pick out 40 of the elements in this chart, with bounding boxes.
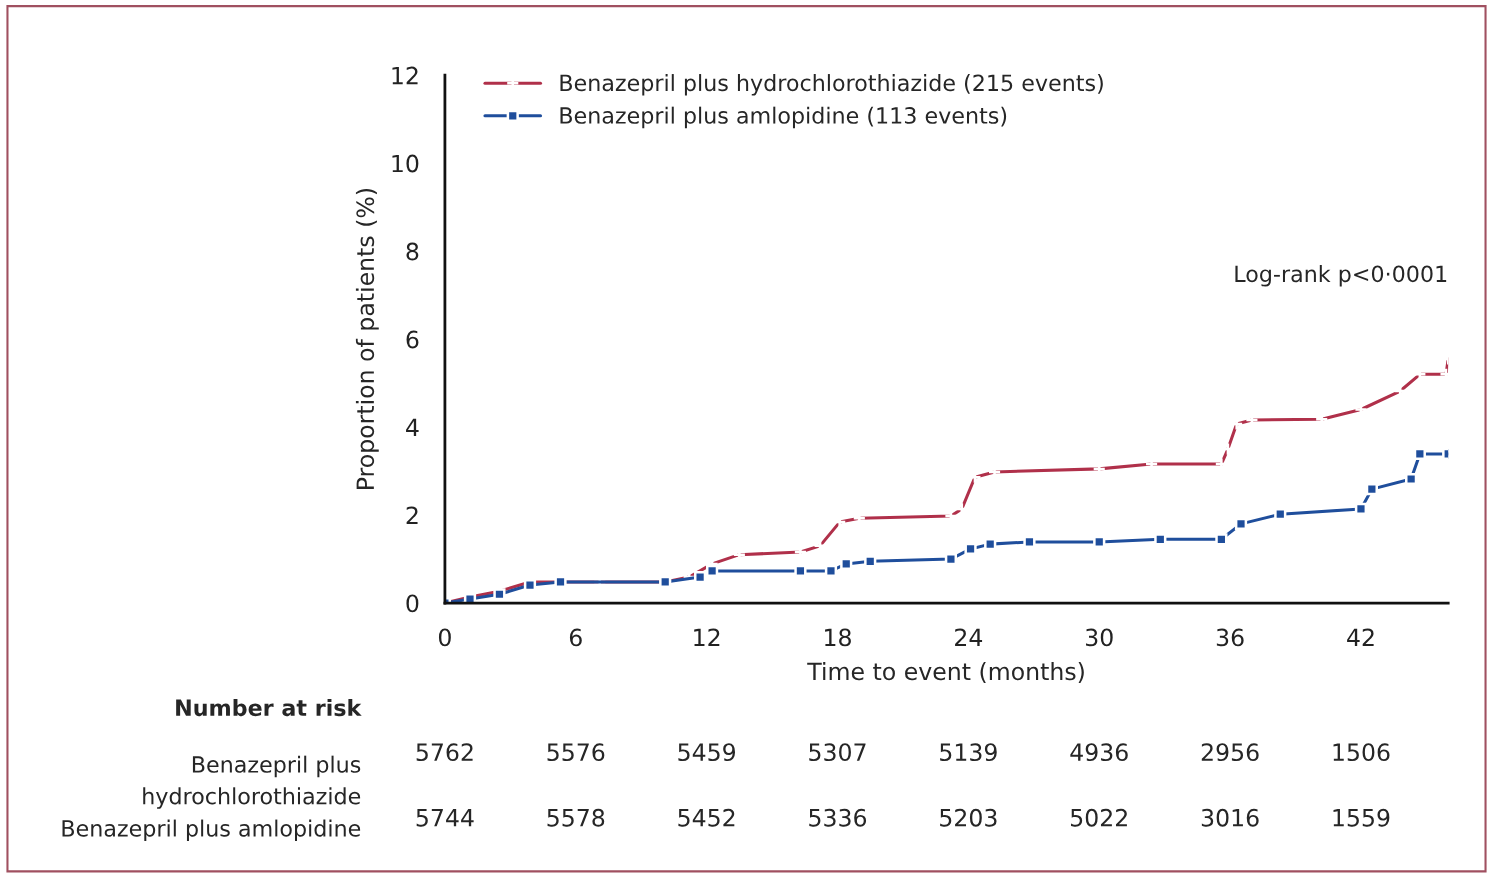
- text: 2956: [1201, 743, 1259, 762]
- y-axis-title: Proportion of patients (%): [355, 189, 379, 489]
- y-tick-label: 12: [392, 66, 418, 85]
- text: 5762: [416, 743, 473, 762]
- x-tick-label: 0: [438, 628, 451, 647]
- x-tick-label: 30: [1086, 628, 1113, 647]
- x-tick-label: 24: [955, 628, 983, 646]
- y-tick-label: 0: [406, 594, 419, 613]
- text: 3016: [1201, 808, 1259, 827]
- text: 5578: [547, 808, 605, 827]
- y-tick-label: 8: [406, 242, 419, 261]
- text: 5459: [678, 743, 736, 762]
- y-tick-label: 4: [406, 418, 419, 437]
- x-tick-label: 12: [694, 628, 720, 646]
- text: Benazepril plus amlopidine: [62, 819, 361, 842]
- text: 5576: [547, 743, 605, 762]
- legend-label: Benazepril plus hydrochlorothiazide (215 events): [560, 74, 1103, 96]
- text: Number at risk: [176, 698, 362, 717]
- legend-label: Benazepril plus amlopidine (113 events): [560, 106, 1007, 129]
- x-axis-title: Time to event (months): [807, 662, 1084, 684]
- x-tick-label: 18: [825, 628, 851, 647]
- text: 5307: [809, 743, 866, 762]
- text: 1506: [1333, 743, 1390, 762]
- text: 5452: [678, 808, 735, 827]
- annotation: Log-rank p<0·0001: [1235, 265, 1447, 287]
- text: 5336: [809, 808, 867, 827]
- text: Benazepril plus hydrochlorothiazide: [143, 755, 361, 809]
- x-tick-label: 6: [569, 628, 582, 647]
- text: 5022: [1071, 808, 1127, 827]
- x-tick-label: 36: [1216, 628, 1244, 647]
- y-tick-label: 2: [406, 506, 418, 525]
- y-tick-label: 6: [406, 330, 419, 349]
- text: 5139: [940, 743, 997, 762]
- point: [705, 564, 719, 578]
- y-tick-label: 10: [392, 154, 419, 173]
- text: 4936: [1070, 743, 1128, 762]
- x-tick-label: 42: [1347, 628, 1374, 646]
- text: 5203: [940, 808, 997, 827]
- text: 1559: [1333, 808, 1390, 827]
- text: 5744: [416, 809, 474, 827]
